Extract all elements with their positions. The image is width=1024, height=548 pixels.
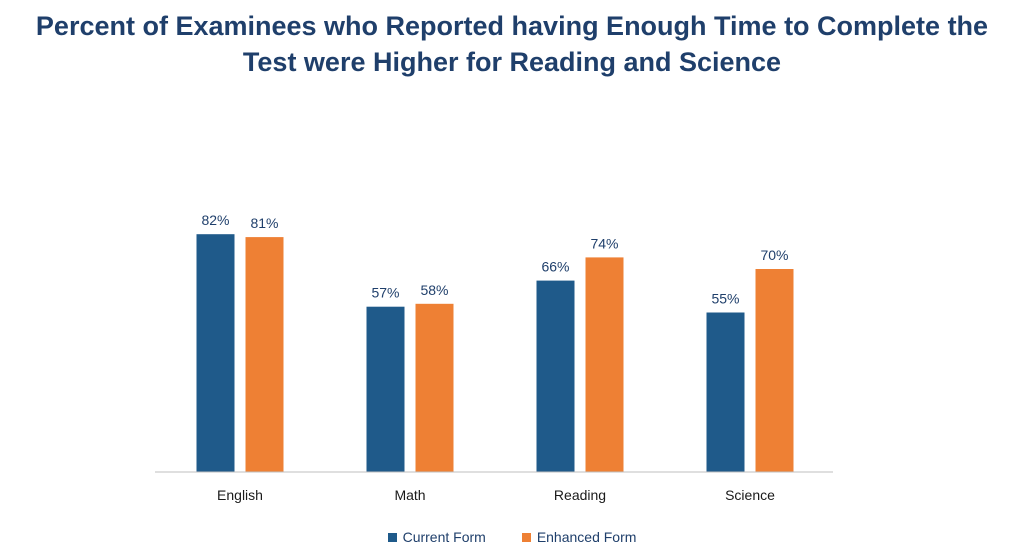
bar-science-current-form: [706, 312, 745, 472]
bar-math-enhanced-form: [415, 303, 454, 472]
category-label-science: Science: [725, 487, 775, 503]
category-label-math: Math: [394, 487, 425, 503]
chart-title: Percent of Examinees who Reported having…: [0, 8, 1024, 80]
legend-swatch-current-form: [387, 532, 397, 542]
legend-label-enhanced-form: Enhanced Form: [536, 529, 637, 545]
legend-swatch-enhanced-form: [521, 532, 531, 542]
data-label-science-enhanced-form: 70%: [760, 247, 788, 263]
data-label-math-enhanced-form: 58%: [420, 282, 448, 298]
bar-english-enhanced-form: [245, 237, 284, 472]
legend-item-enhanced-form: Enhanced Form: [521, 529, 637, 545]
chart-title-line-1: Percent of Examinees who Reported having…: [35, 11, 989, 41]
legend: Current Form Enhanced Form: [0, 529, 1024, 545]
data-label-english-enhanced-form: 81%: [250, 215, 278, 231]
bar-english-current-form: [196, 234, 235, 472]
legend-label-current-form: Current Form: [402, 529, 486, 545]
bar-math-current-form: [366, 306, 405, 472]
data-label-reading-enhanced-form: 74%: [590, 235, 618, 251]
bar-reading-enhanced-form: [585, 257, 624, 472]
bar-chart: 82% 81% 57% 58% 66% 74% 55% 70% English Math Read…: [155, 212, 833, 503]
category-label-english: English: [217, 487, 263, 503]
bars-group: [196, 234, 794, 472]
bar-labels-group: 82% 81% 57% 58% 66% 74% 55% 70%: [201, 212, 788, 306]
data-label-science-current-form: 55%: [711, 291, 739, 307]
category-labels-group: English Math Reading Science: [217, 487, 775, 503]
legend-item-current-form: Current Form: [387, 529, 486, 545]
data-label-english-current-form: 82%: [201, 212, 229, 228]
data-label-reading-current-form: 66%: [541, 259, 569, 275]
data-label-math-current-form: 57%: [371, 285, 399, 301]
chart-title-line-2: Test were Higher for Reading and Science: [242, 47, 782, 77]
bar-science-enhanced-form: [755, 269, 794, 472]
category-label-reading: Reading: [554, 487, 606, 503]
bar-reading-current-form: [536, 280, 575, 472]
